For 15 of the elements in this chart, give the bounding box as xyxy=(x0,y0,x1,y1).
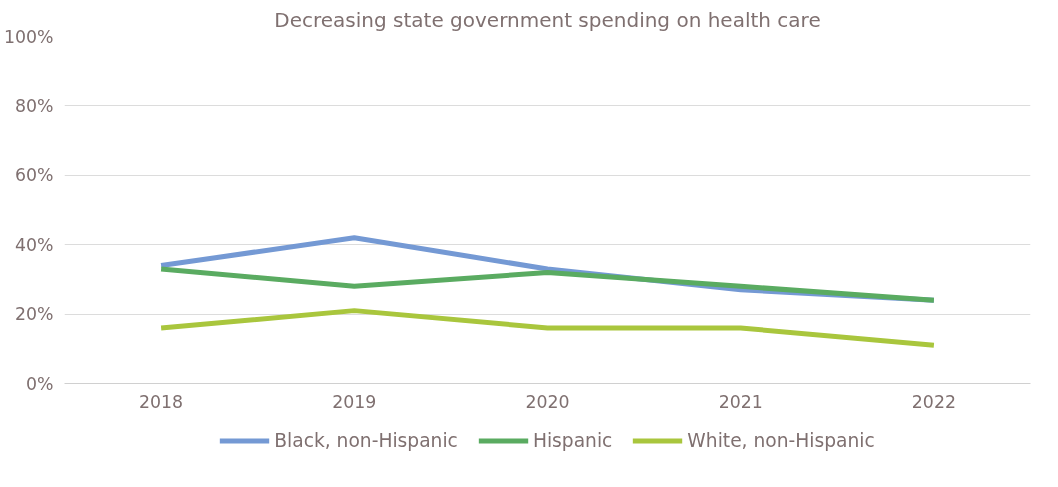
legend-label: Hispanic xyxy=(532,429,613,451)
legend-label: White, non-Hispanic xyxy=(687,429,875,451)
x-tick-label: 2018 xyxy=(139,391,184,412)
chart-title: Decreasing state government spending on health care xyxy=(274,7,821,32)
x-tick-label: 2020 xyxy=(525,391,570,412)
y-tick-label: 100% xyxy=(3,26,54,47)
x-tick-label: 2022 xyxy=(911,391,956,412)
x-tick-label: 2019 xyxy=(332,391,377,412)
y-tick-label: 60% xyxy=(14,165,54,186)
legend-label: Black, non-Hispanic xyxy=(274,429,458,451)
y-tick-label: 20% xyxy=(14,304,54,325)
x-tick-label: 2021 xyxy=(718,391,763,412)
y-tick-label: 40% xyxy=(14,234,54,255)
y-tick-label: 80% xyxy=(14,95,54,116)
y-tick-label: 0% xyxy=(26,373,54,394)
